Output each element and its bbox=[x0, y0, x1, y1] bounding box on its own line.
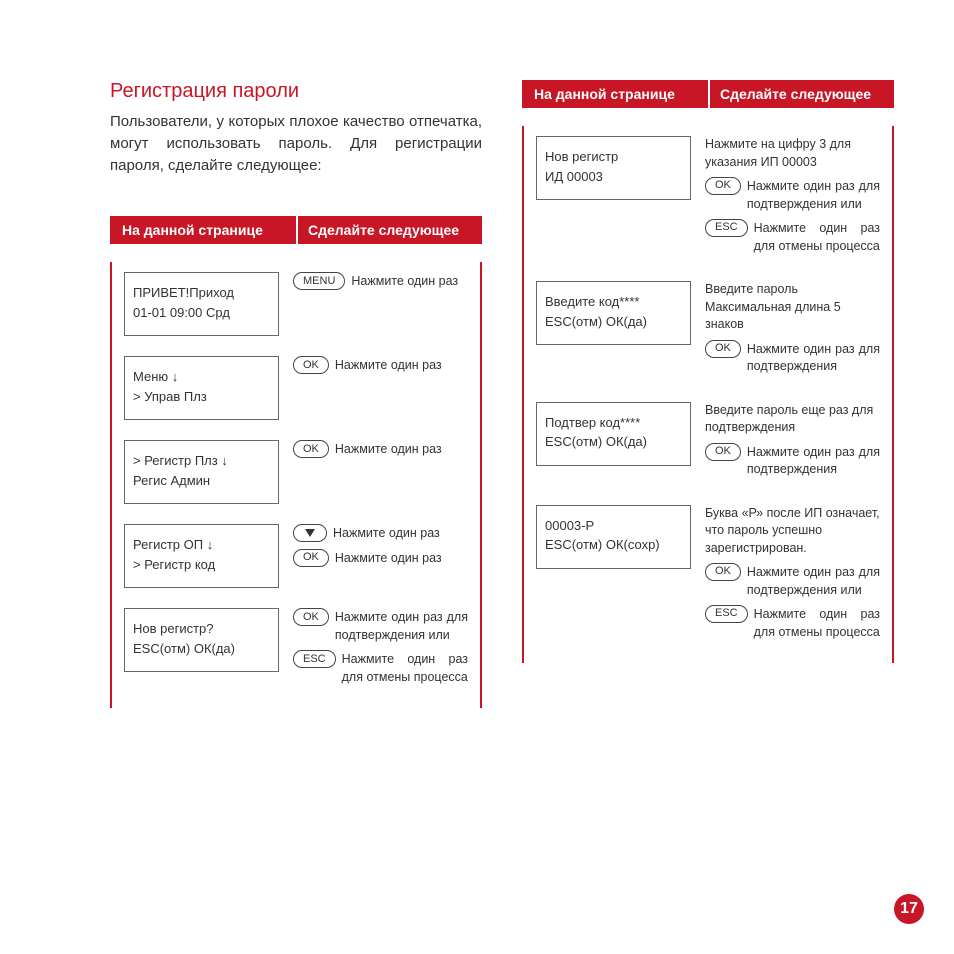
action-line: ESC Нажмите один раз для отмены процесса bbox=[705, 219, 880, 255]
step-actions: Нажмите на цифру 3 для указания ИП 00003… bbox=[705, 136, 880, 261]
device-screen: Меню ↓ > Управ Плз bbox=[124, 356, 279, 420]
step-row: Меню ↓ > Управ Плз OK Нажмите один раз bbox=[124, 356, 468, 420]
action-text: Нажмите один раз bbox=[335, 440, 442, 459]
section-title: Регистрация пароли bbox=[110, 80, 482, 103]
action-text: Нажмите один раз bbox=[333, 524, 440, 543]
page: Регистрация пароли Пользователи, у котор… bbox=[0, 0, 954, 748]
step-actions: Введите пароль Максимальная длина 5 знак… bbox=[705, 281, 880, 382]
action-line: OK Нажмите один раз для подтверждения или bbox=[705, 177, 880, 213]
action-text: Нажмите один раз для подтверждения bbox=[747, 443, 880, 479]
step-row: > Регистр Плз ↓ Регис Админ OK Нажмите оди… bbox=[124, 440, 468, 504]
step-row: Нов регистр? ESC(отм) ОК(да) OK Нажмите од… bbox=[124, 608, 468, 692]
action-text: Нажмите один раз для подтверждения bbox=[747, 340, 880, 376]
th-screen: На данной странице bbox=[524, 80, 710, 108]
step-actions: OK Нажмите один раз для подтверждения или… bbox=[293, 608, 468, 692]
action-line: OK Нажмите один раз bbox=[293, 440, 468, 459]
right-steps: Нов регистр ИД 00003Нажмите на цифру 3 д… bbox=[522, 126, 894, 663]
step-row: Регистр ОП ↓ > Регистр код Нажмите один р… bbox=[124, 524, 468, 588]
device-screen: Нов регистр ИД 00003 bbox=[536, 136, 691, 200]
action-text: Нажмите один раз bbox=[335, 549, 442, 568]
step-row: 00003-Р ESC(отм) ОК(сохр) Буква «Р» после… bbox=[536, 505, 880, 648]
table-header-right: На данной странице Сделайте следующее bbox=[522, 80, 894, 108]
step-actions: Нажмите один разOKНажмите один раз bbox=[293, 524, 468, 573]
device-screen: ПРИВЕТ!Приход 01-01 09:00 Срд bbox=[124, 272, 279, 336]
ok-button: OK bbox=[705, 563, 741, 581]
action-text: Нажмите один раз для подтверждения или bbox=[747, 563, 880, 599]
action-pretext: Введите пароль еще раз для подтверждения bbox=[705, 402, 880, 437]
step-actions: MENU Нажмите один раз bbox=[293, 272, 468, 297]
device-screen: Подтвер код**** ESC(отм) ОК(да) bbox=[536, 402, 691, 466]
action-text: Нажмите один раз для подтверждения или bbox=[747, 177, 880, 213]
device-screen: > Регистр Плз ↓ Регис Админ bbox=[124, 440, 279, 504]
action-line: ESC Нажмите один раз для отмены процесса bbox=[705, 605, 880, 641]
step-actions: Буква «Р» после ИП означает, что пароль … bbox=[705, 505, 880, 648]
ok-button: OK bbox=[293, 608, 329, 626]
step-actions: Введите пароль еще раз для подтверждения… bbox=[705, 402, 880, 485]
menu-button: MENU bbox=[293, 272, 345, 290]
step-row: Нов регистр ИД 00003Нажмите на цифру 3 д… bbox=[536, 136, 880, 261]
action-line: OK Нажмите один раз bbox=[293, 356, 468, 375]
action-pretext: Нажмите на цифру 3 для указания ИП 00003 bbox=[705, 136, 880, 171]
left-steps: ПРИВЕТ!Приход 01-01 09:00 Срд MENU Нажмите… bbox=[110, 262, 482, 708]
action-text: Нажмите один раз bbox=[351, 272, 458, 291]
action-line: MENU Нажмите один раз bbox=[293, 272, 468, 291]
esc-button: ESC bbox=[705, 605, 748, 623]
action-line: ESC Нажмите один раз для отмены процесса bbox=[293, 650, 468, 686]
device-screen: 00003-Р ESC(отм) ОК(сохр) bbox=[536, 505, 691, 569]
device-screen: Регистр ОП ↓ > Регистр код bbox=[124, 524, 279, 588]
action-pretext: Введите пароль Максимальная длина 5 знак… bbox=[705, 281, 880, 334]
action-text: Нажмите один раз для отмены процесса bbox=[754, 219, 880, 255]
action-line: Нажмите один раз bbox=[293, 524, 468, 543]
esc-button: ESC bbox=[705, 219, 748, 237]
left-column: Регистрация пароли Пользователи, у котор… bbox=[110, 80, 482, 708]
esc-button: ESC bbox=[293, 650, 336, 668]
ok-button: OK bbox=[705, 443, 741, 461]
dropdown-arrow-button bbox=[293, 524, 327, 542]
device-screen: Введите код**** ESC(отм) ОК(да) bbox=[536, 281, 691, 345]
ok-button: OK bbox=[705, 340, 741, 358]
device-screen: Нов регистр? ESC(отм) ОК(да) bbox=[124, 608, 279, 672]
action-text: Нажмите один раз bbox=[335, 356, 442, 375]
page-number-badge: 17 bbox=[894, 894, 924, 924]
action-text: Нажмите один раз для подтверждения или bbox=[335, 608, 468, 644]
step-row: Введите код**** ESC(отм) ОК(да) Введите п… bbox=[536, 281, 880, 382]
ok-button: OK bbox=[293, 440, 329, 458]
right-column: На данной странице Сделайте следующее Но… bbox=[522, 80, 894, 708]
action-line: OK Нажмите один раз bbox=[293, 549, 468, 568]
step-row: Подтвер код**** ESC(отм) ОК(да)Введите п… bbox=[536, 402, 880, 485]
ok-button: OK bbox=[293, 356, 329, 374]
step-actions: OK Нажмите один раз bbox=[293, 356, 468, 381]
action-line: OK Нажмите один раз для подтверждения bbox=[705, 443, 880, 479]
step-row: ПРИВЕТ!Приход 01-01 09:00 Срд MENU Нажмите… bbox=[124, 272, 468, 336]
ok-button: OK bbox=[293, 549, 329, 567]
th-action: Сделайте следующее bbox=[710, 80, 894, 108]
action-text: Нажмите один раз для отмены процесса bbox=[342, 650, 468, 686]
step-actions: OK Нажмите один раз bbox=[293, 440, 468, 465]
th-action: Сделайте следующее bbox=[298, 216, 482, 244]
action-text: Нажмите один раз для отмены процесса bbox=[754, 605, 880, 641]
ok-button: OK bbox=[705, 177, 741, 195]
action-line: OK Нажмите один раз для подтверждения bbox=[705, 340, 880, 376]
table-header-left: На данной странице Сделайте следующее bbox=[110, 216, 482, 244]
action-line: OK Нажмите один раз для подтверждения или bbox=[293, 608, 468, 644]
action-pretext: Буква «Р» после ИП означает, что пароль … bbox=[705, 505, 880, 558]
th-screen: На данной странице bbox=[112, 216, 298, 244]
intro-text: Пользователи, у которых плохое качество … bbox=[110, 111, 482, 176]
action-line: OK Нажмите один раз для подтверждения или bbox=[705, 563, 880, 599]
